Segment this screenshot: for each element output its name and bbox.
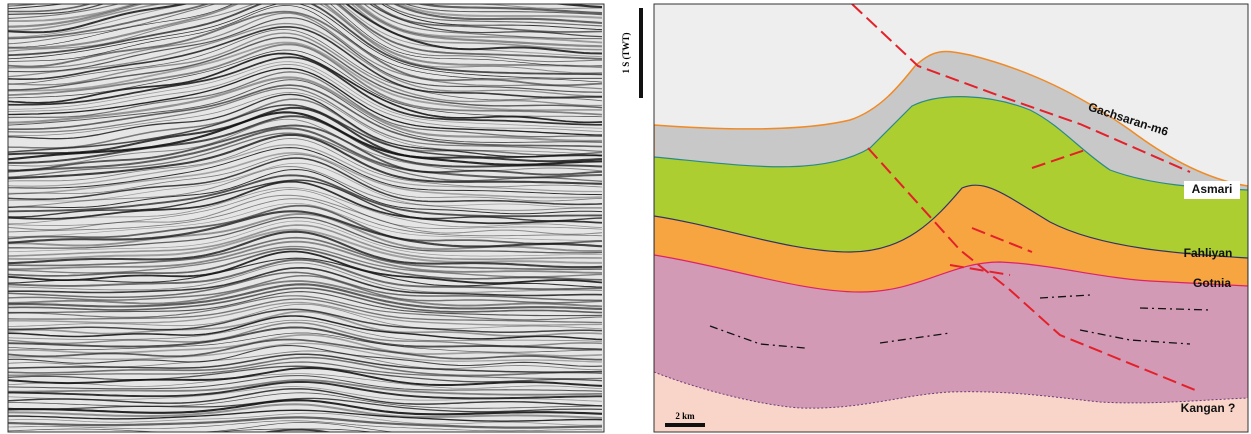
- seismic-section: [8, 0, 604, 434]
- figure: 1 S (TWT) Gachsaran-m6 Asmari Fahliyan G…: [0, 0, 1251, 434]
- distance-scale-label: 2 km: [675, 411, 695, 421]
- horizon-label: Gotnia: [1193, 276, 1231, 290]
- page: {"scale_bars": {"time": "1 S (TWT)", "di…: [0, 0, 1251, 434]
- horizon-label: Kangan ?: [1181, 401, 1236, 415]
- horizon-label: Asmari: [1192, 182, 1233, 196]
- time-scale-label: 1 S (TWT): [621, 32, 631, 73]
- reflector: [8, 0, 602, 3]
- interpretation: Gachsaran-m6 Asmari Fahliyan Gotnia Kang…: [654, 4, 1248, 432]
- horizon-label: Fahliyan: [1184, 246, 1233, 260]
